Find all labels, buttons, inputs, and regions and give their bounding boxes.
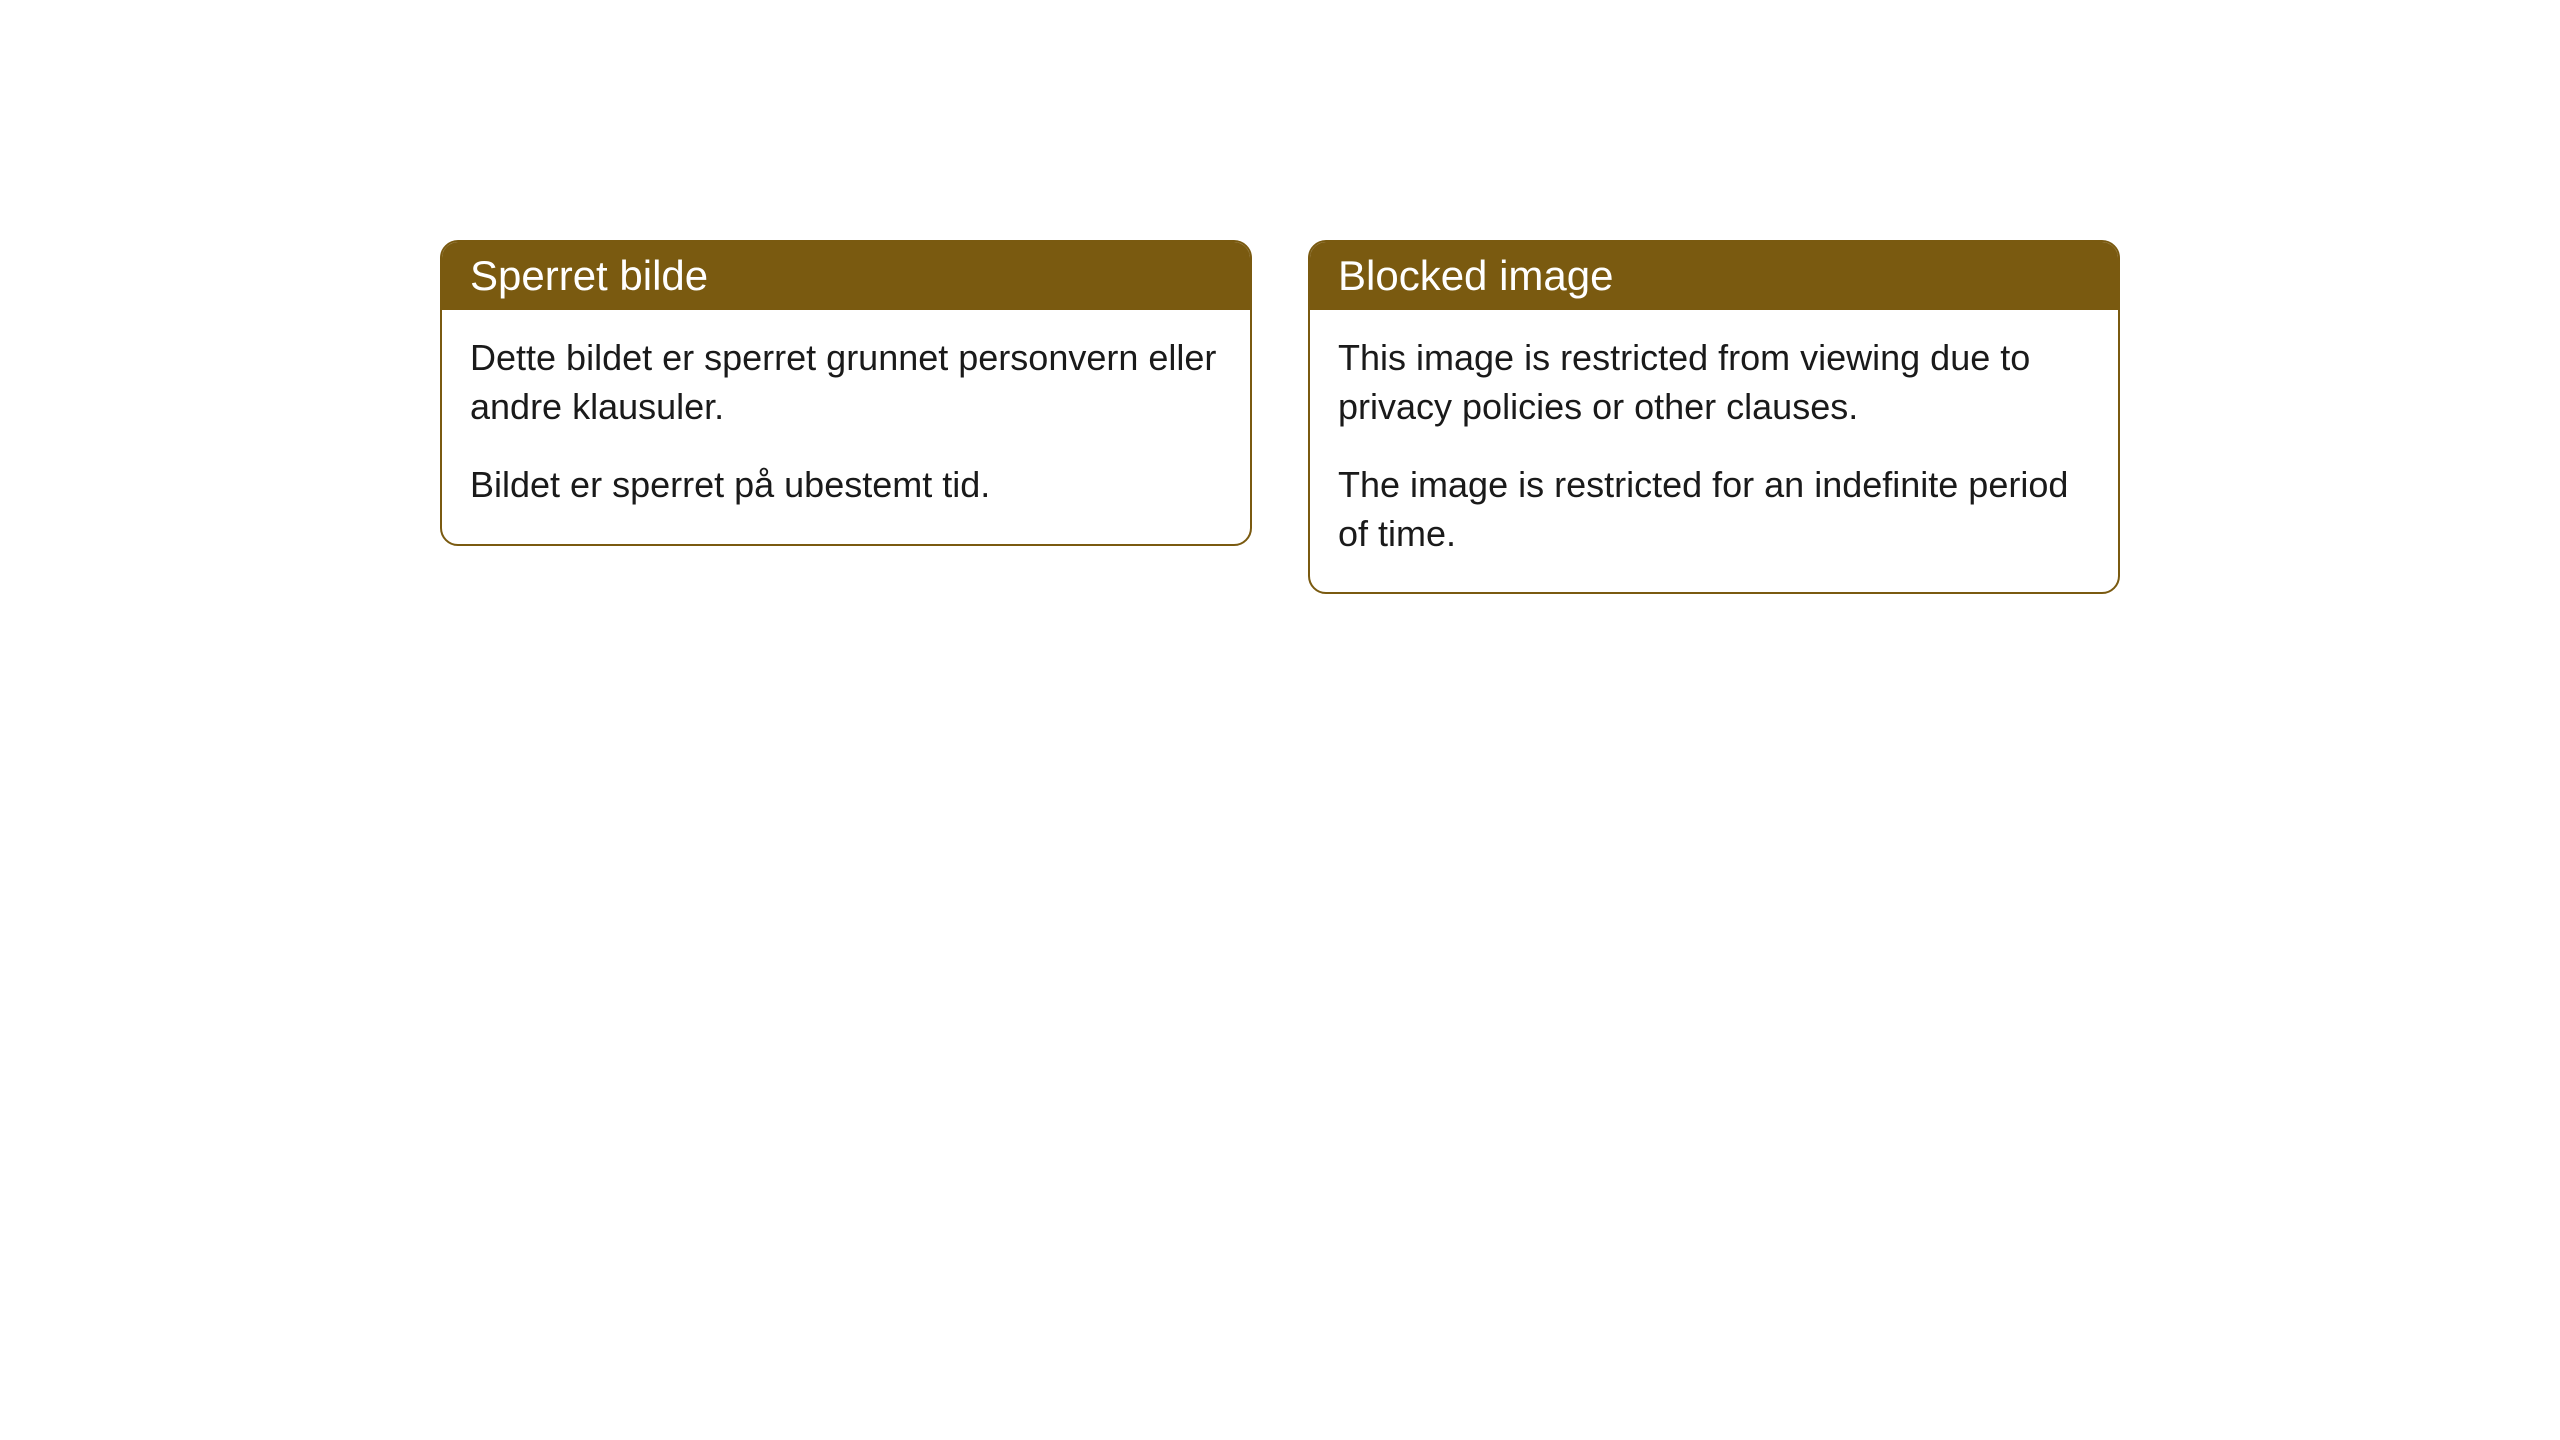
card-header-english: Blocked image <box>1310 242 2118 310</box>
card-header-norwegian: Sperret bilde <box>442 242 1250 310</box>
blocked-image-card-english: Blocked image This image is restricted f… <box>1308 240 2120 594</box>
paragraph-2-english: The image is restricted for an indefinit… <box>1338 461 2090 558</box>
card-body-english: This image is restricted from viewing du… <box>1310 310 2118 592</box>
blocked-image-card-norwegian: Sperret bilde Dette bildet er sperret gr… <box>440 240 1252 546</box>
blocked-image-notices: Sperret bilde Dette bildet er sperret gr… <box>440 240 2120 1440</box>
paragraph-1-english: This image is restricted from viewing du… <box>1338 334 2090 431</box>
paragraph-2-norwegian: Bildet er sperret på ubestemt tid. <box>470 461 1222 510</box>
paragraph-1-norwegian: Dette bildet er sperret grunnet personve… <box>470 334 1222 431</box>
card-body-norwegian: Dette bildet er sperret grunnet personve… <box>442 310 1250 544</box>
